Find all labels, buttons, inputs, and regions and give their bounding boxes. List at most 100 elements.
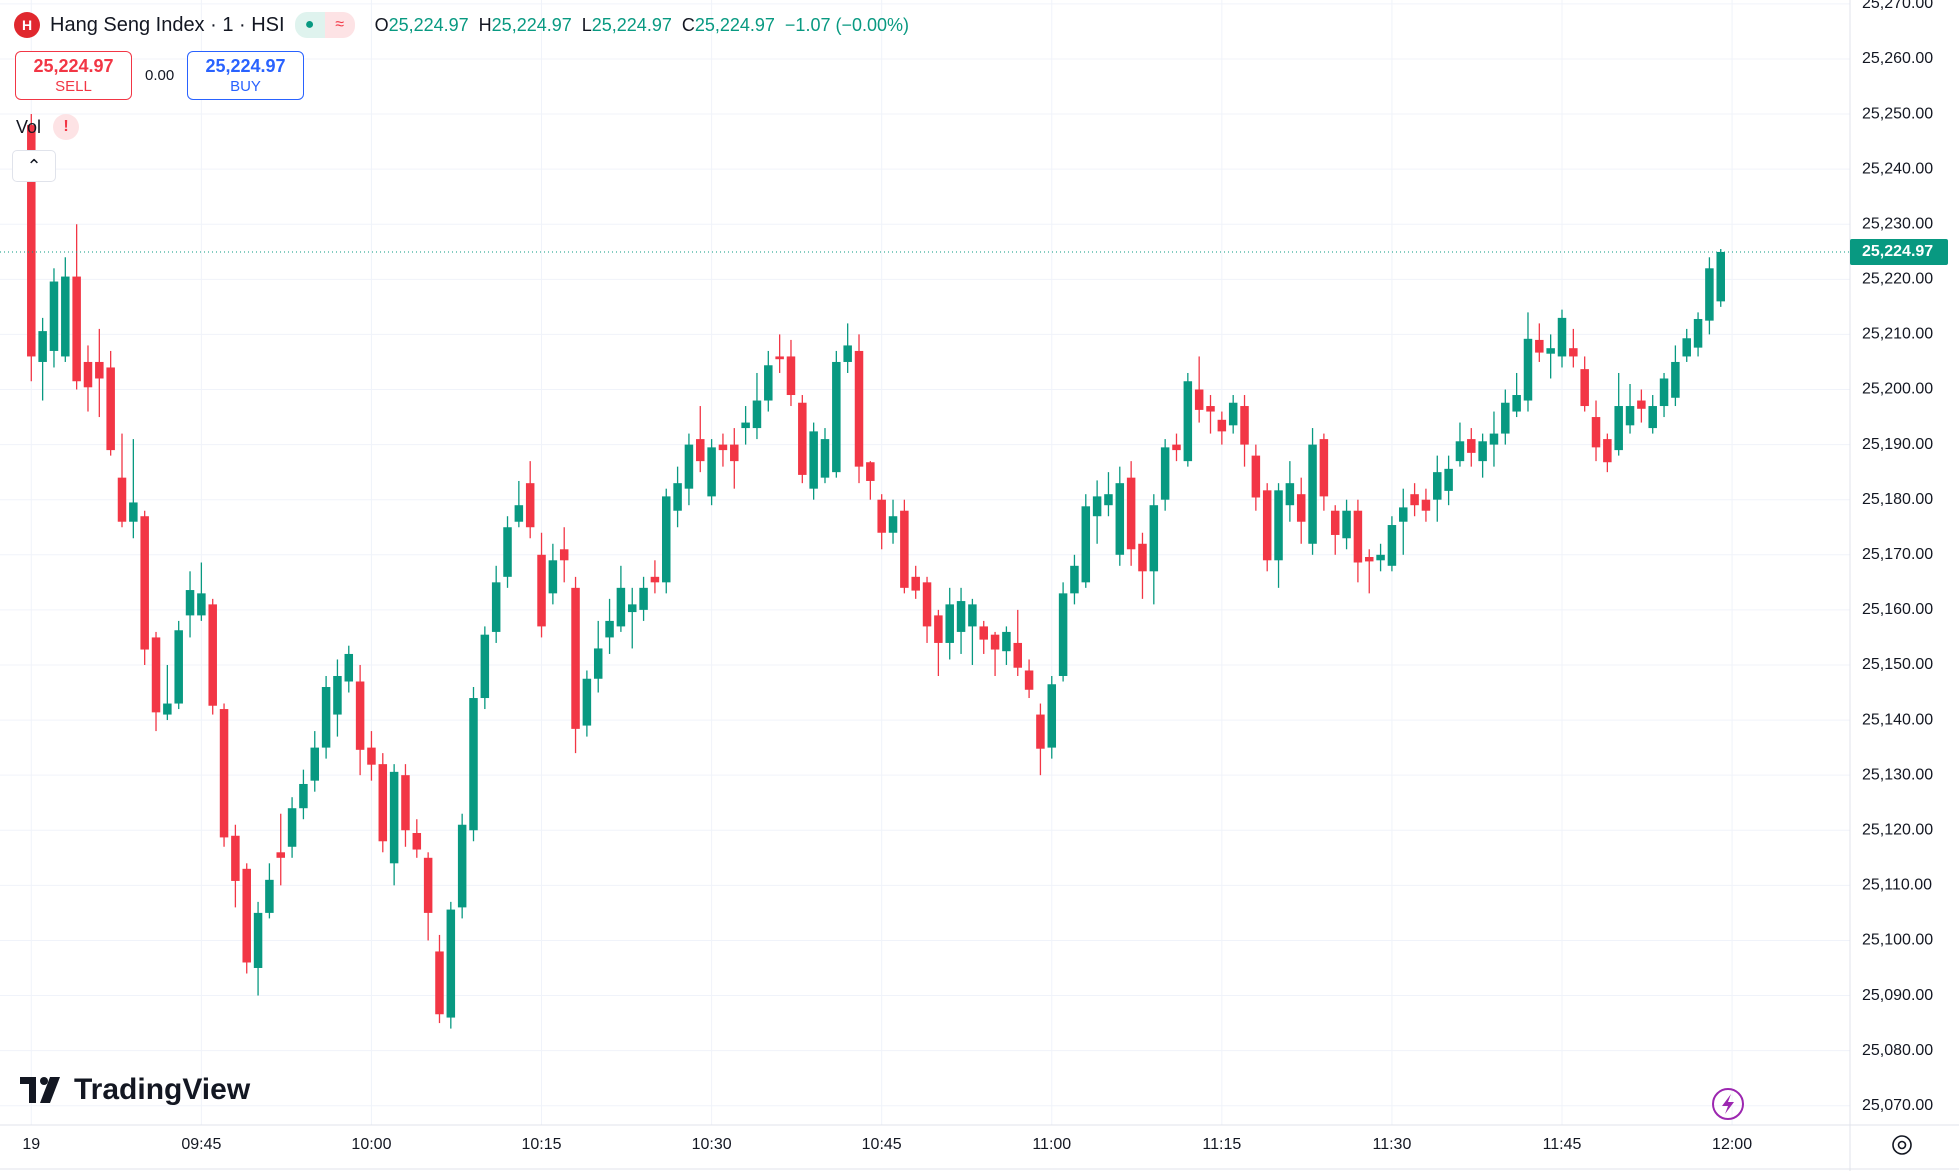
warning-badge[interactable]: ! — [53, 114, 80, 140]
y-tick-label: 25,080.00 — [1862, 1042, 1933, 1059]
candle-body — [469, 698, 478, 831]
candle-body — [718, 444, 728, 451]
candle-body — [1342, 510, 1351, 539]
candle-body — [174, 630, 183, 704]
ohlc-value: 25,224.97 — [491, 14, 572, 35]
candle-body — [525, 483, 535, 528]
candle-body — [367, 747, 376, 765]
candle-body — [843, 345, 852, 362]
x-tick-label: 10:45 — [862, 1136, 902, 1153]
candle-body — [877, 499, 886, 533]
candle-body — [1716, 251, 1725, 302]
candle-body — [922, 582, 932, 627]
ohlc-label: H — [478, 14, 492, 35]
y-tick-label: 25,130.00 — [1862, 766, 1933, 783]
candle-body — [1535, 339, 1544, 353]
x-tick-label: 09:45 — [181, 1136, 221, 1153]
candle-body — [61, 276, 70, 357]
candle-body — [1705, 268, 1714, 321]
lightning-icon[interactable] — [1712, 1088, 1744, 1120]
settings-icon[interactable] — [1892, 1135, 1912, 1155]
status-pill[interactable]: ● ≈ — [294, 12, 355, 38]
candle-body — [1433, 472, 1442, 500]
candle-body — [503, 527, 512, 577]
candle-body — [741, 422, 750, 429]
collapse-button[interactable]: ⌃ — [12, 150, 56, 182]
candle-body — [1489, 433, 1499, 445]
candle-body — [1058, 593, 1068, 676]
buy-label: BUY — [230, 78, 261, 95]
y-tick-label: 25,230.00 — [1862, 215, 1933, 232]
y-tick-label: 25,260.00 — [1862, 50, 1933, 67]
candle-body — [1455, 441, 1465, 462]
y-tick-label: 25,210.00 — [1862, 326, 1933, 343]
ohlc-value: 25,224.97 — [591, 14, 672, 35]
candle-body — [627, 604, 637, 613]
buy-button[interactable]: 25,224.97 BUY — [187, 51, 304, 100]
y-tick-label: 25,070.00 — [1862, 1097, 1933, 1114]
candle-body — [140, 516, 149, 650]
candle-body — [83, 361, 93, 388]
y-tick-label: 25,160.00 — [1862, 601, 1933, 618]
candle-body — [537, 554, 546, 627]
candle-body — [333, 675, 342, 715]
candle-body — [1614, 406, 1623, 451]
spread: 0.00 — [145, 67, 175, 84]
candle-body — [1603, 439, 1612, 463]
candle-body — [696, 439, 705, 462]
candle-body — [1024, 670, 1034, 690]
symbol-icon: H — [14, 12, 40, 38]
candle-body — [389, 771, 399, 864]
y-tick-label: 25,100.00 — [1862, 932, 1933, 949]
last-price-label: 25,224.97 — [1862, 243, 1933, 260]
candle-body — [1126, 477, 1136, 550]
candle-body — [968, 604, 977, 627]
candle-body — [435, 951, 444, 1015]
candle-body — [775, 356, 784, 360]
candle-body — [27, 125, 36, 357]
candle-body — [197, 593, 206, 616]
grid — [0, 0, 1850, 1125]
candle-body — [423, 857, 433, 913]
candle-body — [1648, 406, 1657, 429]
candle-body — [1251, 455, 1261, 498]
candle-body — [1421, 499, 1431, 511]
symbol-title[interactable]: Hang Seng Index · 1 · HSI — [50, 13, 285, 36]
candle-body — [1240, 406, 1249, 445]
candle-body — [582, 678, 592, 726]
x-tick-label: 19 — [22, 1136, 40, 1153]
candle-body — [344, 653, 354, 682]
candle-body — [1308, 444, 1317, 544]
candle-body — [1364, 556, 1374, 562]
change: −1.07 (−0.00%) — [784, 14, 910, 35]
indicator-name[interactable]: Vol — [16, 116, 42, 137]
candle-body — [1047, 684, 1057, 748]
candle-body — [1671, 361, 1680, 398]
candle-body — [378, 764, 388, 842]
candle-body — [1115, 483, 1125, 555]
candle-body — [650, 576, 660, 583]
candle-body — [900, 510, 909, 588]
candle-body — [117, 477, 127, 522]
candle-body — [1319, 439, 1329, 497]
candle-body — [730, 444, 739, 462]
candle-body — [911, 576, 920, 591]
candle-body — [1569, 348, 1578, 357]
candle-body — [1557, 317, 1567, 357]
candle-body — [1399, 507, 1408, 522]
sell-button[interactable]: 25,224.97 SELL — [15, 51, 132, 100]
candle-body — [956, 601, 966, 632]
sell-price: 25,224.97 — [33, 56, 114, 76]
candle-body — [151, 637, 161, 713]
x-tick-label: 10:00 — [351, 1136, 391, 1153]
candle-body — [106, 367, 115, 451]
candle-body — [1194, 389, 1204, 410]
candle-body — [571, 587, 580, 729]
candle-body — [1330, 510, 1340, 535]
ohlc-value: 25,224.97 — [694, 14, 775, 35]
candle-body — [38, 331, 47, 362]
candle-body — [820, 439, 830, 478]
y-tick-label: 25,240.00 — [1862, 160, 1933, 177]
